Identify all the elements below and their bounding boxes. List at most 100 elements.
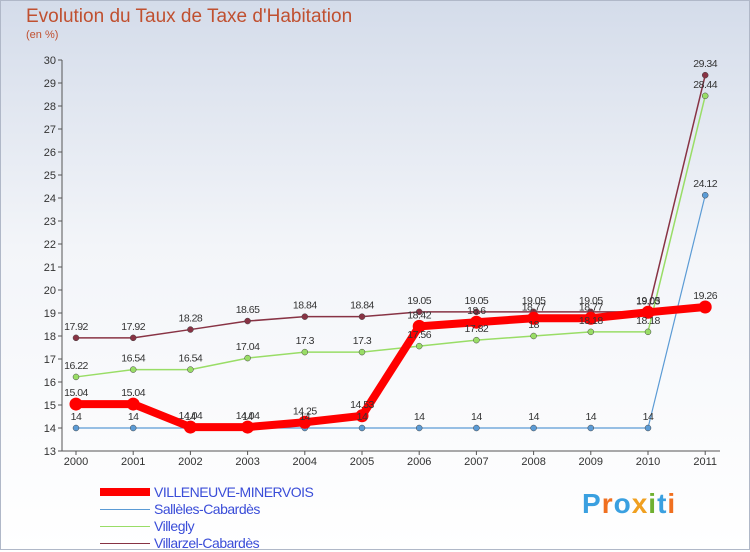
y-tick-label: 15 (44, 400, 56, 412)
data-point (129, 366, 137, 373)
data-label: 14.53 (350, 399, 374, 411)
data-label: 17.82 (465, 323, 489, 335)
y-tick-label: 25 (44, 170, 56, 182)
y-tick-label: 23 (44, 216, 56, 228)
series-line (72, 303, 710, 432)
data-label: 19.05 (522, 295, 546, 307)
data-point (584, 311, 598, 325)
data-label: 18.28 (179, 313, 203, 325)
data-point (301, 348, 309, 356)
data-point (187, 366, 194, 373)
legend-label: Sallèles-Cabardès (154, 501, 260, 517)
data-point (527, 311, 541, 325)
series-line (75, 194, 706, 429)
data-point (587, 424, 595, 432)
x-tick-label: 2001 (121, 456, 145, 468)
x-tick-label: 2006 (407, 456, 431, 468)
data-point (244, 317, 251, 325)
series-line (75, 95, 706, 378)
y-tick-label: 30 (44, 55, 56, 67)
data-label: 14 (71, 411, 82, 423)
data-point (473, 424, 480, 432)
data-label: 18 (528, 319, 539, 331)
data-point (415, 308, 423, 316)
data-label: 29.34 (693, 58, 717, 70)
data-label: 18.6 (467, 305, 486, 317)
data-point (473, 336, 480, 344)
data-label: 15.04 (64, 387, 88, 399)
series-3 (72, 71, 709, 342)
data-point (129, 334, 137, 342)
logo-letter: x (631, 488, 649, 519)
y-tick-label: 20 (44, 285, 56, 297)
y-tick-label: 26 (44, 147, 56, 159)
data-point (72, 373, 80, 381)
x-tick-label: 2010 (636, 456, 660, 468)
data-label: 24.12 (693, 178, 717, 190)
legend-swatch (100, 526, 150, 527)
data-label: 14 (128, 411, 139, 423)
chart-subtitle: (en %) (26, 29, 59, 41)
data-label: 16.54 (121, 353, 145, 365)
data-label: 14 (585, 411, 596, 423)
data-point (644, 424, 652, 432)
x-tick-label: 2004 (293, 456, 317, 468)
y-tick-label: 16 (44, 377, 56, 389)
data-point (355, 409, 369, 423)
data-label: 19.05 (407, 295, 431, 307)
y-tick-label: 29 (44, 78, 56, 90)
x-tick-label: 2007 (464, 456, 488, 468)
data-label: 19.05 (579, 295, 603, 307)
y-tick-label: 19 (44, 308, 56, 320)
data-label: 19.05 (465, 295, 489, 307)
data-label: 17.92 (64, 321, 88, 333)
x-tick-label: 2009 (579, 456, 603, 468)
data-point (298, 415, 312, 429)
data-point (412, 319, 426, 333)
data-label: 18.65 (236, 304, 260, 316)
data-label: 15.04 (121, 387, 145, 399)
data-point (530, 332, 537, 340)
data-point (358, 424, 366, 432)
y-tick-label: 14 (44, 423, 56, 435)
data-label: 14 (528, 411, 539, 423)
data-point (701, 92, 709, 100)
series-0 (69, 300, 712, 434)
data-point (698, 300, 712, 314)
y-tick-label: 22 (44, 239, 56, 251)
logo-letter: t (657, 488, 668, 519)
series-line (75, 74, 706, 339)
data-point (644, 328, 652, 336)
logo-letter: i (648, 488, 658, 519)
data-point (701, 191, 709, 199)
data-label: 14 (643, 411, 654, 423)
data-label: 14 (357, 411, 368, 423)
x-tick-label: 2008 (521, 456, 545, 468)
y-tick-label: 27 (44, 124, 56, 136)
chart-title: Evolution du Taux de Taxe d'Habitation (26, 6, 353, 27)
data-label: 18.42 (407, 309, 431, 321)
data-point (244, 354, 251, 362)
data-label: 14 (185, 411, 196, 423)
proxiti-logo: Proxiti (582, 488, 676, 520)
data-label: 14.25 (293, 405, 317, 417)
data-point (241, 420, 255, 434)
data-point (187, 326, 194, 333)
data-point (72, 334, 80, 342)
data-label: 17.92 (121, 321, 145, 333)
data-label: 17.04 (236, 341, 260, 353)
legend-label: Villegly (154, 518, 195, 534)
data-label: 14 (299, 411, 310, 423)
y-tick-label: 24 (44, 193, 56, 205)
data-label: 28.44 (693, 79, 717, 91)
data-point (701, 71, 709, 79)
data-label: 19.26 (693, 290, 717, 302)
data-point (587, 328, 595, 336)
data-point (469, 315, 483, 329)
legend-swatch (100, 488, 150, 496)
data-label: 14.04 (179, 410, 203, 422)
data-label: 14 (242, 411, 253, 423)
data-label: 19.05 (636, 295, 660, 307)
x-tick-label: 2011 (693, 456, 717, 468)
